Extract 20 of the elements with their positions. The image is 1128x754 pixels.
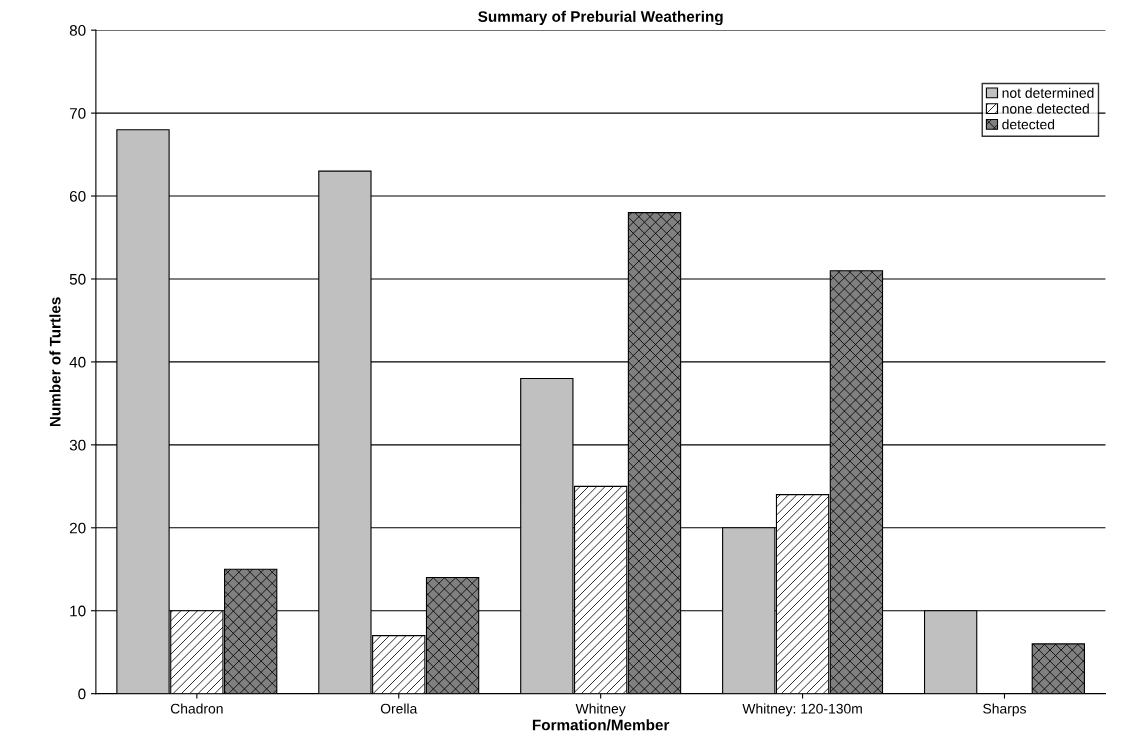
y-tick-label: 0 [78,688,86,700]
x-axis-title: Formation/Member [532,719,670,731]
y-tick-label: 10 [70,605,86,617]
legend-label: detected [1002,119,1055,130]
y-tick-label: 40 [69,356,86,368]
x-tick-label: Sharps [983,703,1026,717]
y-tick-label: 50 [69,273,86,285]
legend-label: none detected [1002,103,1089,114]
y-tick-label: 70 [69,107,86,119]
x-tick-label: Chadron [170,703,223,714]
x-tick-label: Whitney: 120-130m [742,703,862,717]
y-tick-label: 60 [69,190,86,202]
x-tick-label: Whitney [575,703,626,717]
y-tick-label: 30 [69,439,86,451]
y-axis-title: Number of Turtles [49,297,61,427]
y-tick-label: 20 [69,522,86,534]
x-tick-label: Orella [380,703,418,714]
y-tick-label: 80 [69,25,86,36]
legend-label: not determined [1002,87,1094,98]
chart-title: Summary of Preburial Weathering [478,10,723,26]
